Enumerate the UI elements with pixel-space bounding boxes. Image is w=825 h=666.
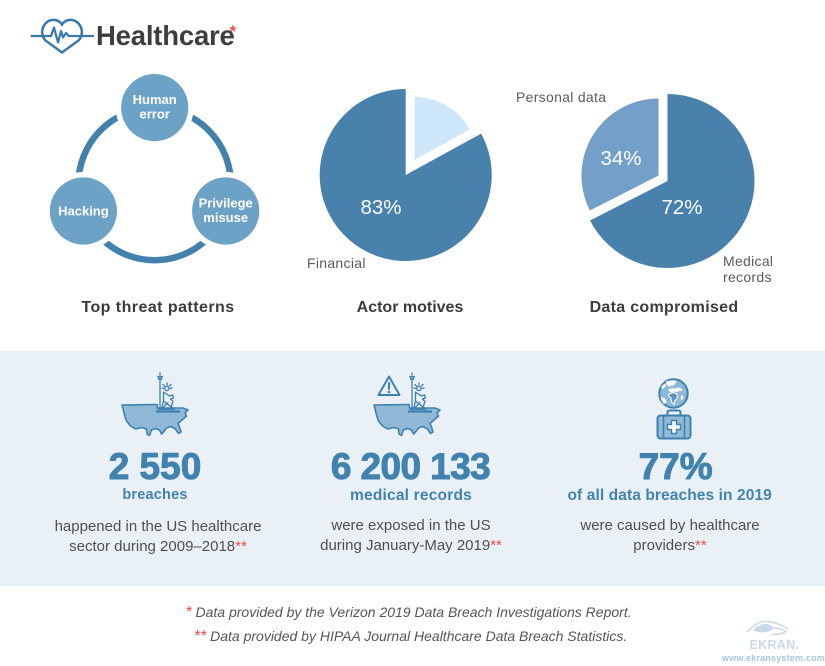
- svg-text:Privilege: Privilege: [199, 196, 253, 211]
- svg-text:misuse: misuse: [203, 210, 248, 225]
- svg-text:Human: Human: [133, 92, 177, 107]
- svg-text:72%: 72%: [661, 196, 702, 219]
- svg-text:34%: 34%: [600, 147, 641, 170]
- svg-text:error: error: [140, 107, 170, 122]
- svg-text:83%: 83%: [360, 196, 401, 219]
- svg-text:Hacking: Hacking: [58, 204, 109, 219]
